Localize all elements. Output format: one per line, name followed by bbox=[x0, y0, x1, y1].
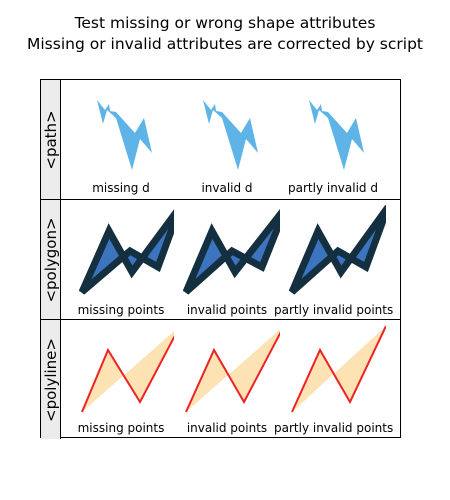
path-cell-label: missing d bbox=[92, 181, 150, 195]
path-cell-label: invalid d bbox=[201, 181, 253, 195]
polygon-row: <polygon> missing points invalid points … bbox=[41, 199, 400, 319]
title-line-2: Missing or invalid attributes are correc… bbox=[27, 35, 423, 53]
path-shape bbox=[203, 100, 258, 170]
polyline-shape bbox=[291, 325, 386, 413]
polyline-cell-missing-points: missing points bbox=[68, 320, 174, 439]
polyline-fill bbox=[186, 329, 280, 412]
polyline-cell-label: invalid points bbox=[186, 421, 268, 435]
polygon-cell-label: invalid points bbox=[186, 303, 268, 317]
polygon-shape bbox=[182, 208, 280, 295]
polygon-row-header-label: <polygon> bbox=[41, 216, 60, 303]
polygon-cell-label: partly invalid points bbox=[274, 303, 394, 317]
polygon-cell-partly-invalid-points: partly invalid points bbox=[274, 200, 393, 319]
polygon-cell-label: missing points bbox=[77, 303, 165, 317]
polyline-row-header-label: <polyline> bbox=[41, 337, 60, 422]
title-line-1: Test missing or wrong shape attributes bbox=[74, 14, 376, 32]
path-cell-partly-invalid-d: partly invalid d bbox=[280, 80, 386, 199]
path-cell-invalid-d: invalid d bbox=[174, 80, 280, 199]
polygon-cell-missing-points: missing points bbox=[68, 200, 174, 319]
polygon-shape bbox=[78, 209, 174, 295]
polyline-cell-label: missing points bbox=[77, 421, 165, 435]
polygon-cell-invalid-points: invalid points bbox=[174, 200, 280, 319]
polyline-cell-invalid-points: invalid points bbox=[174, 320, 280, 439]
polyline-fill bbox=[82, 331, 174, 412]
path-row: <path> missing d invalid d partly invali… bbox=[41, 80, 400, 199]
polyline-shape bbox=[185, 331, 280, 413]
path-row-header-label: <path> bbox=[41, 109, 60, 170]
path-row-header: <path> bbox=[41, 80, 61, 199]
path-shape bbox=[97, 100, 152, 170]
polygon-shape bbox=[288, 204, 386, 295]
path-cell-missing-d: missing d bbox=[68, 80, 174, 199]
path-shape bbox=[309, 100, 364, 170]
polygon-row-header: <polygon> bbox=[41, 200, 61, 319]
polyline-fill bbox=[292, 326, 386, 412]
shape-test-table: <path> missing d invalid d partly invali… bbox=[40, 79, 401, 439]
polyline-shape bbox=[81, 335, 174, 413]
path-cell-label: partly invalid d bbox=[288, 181, 378, 195]
polyline-cell-label: partly invalid points bbox=[274, 421, 394, 435]
polyline-row: <polyline> missing points invalid points… bbox=[41, 319, 400, 439]
polyline-cell-partly-invalid-points: partly invalid points bbox=[274, 320, 393, 439]
polyline-row-header: <polyline> bbox=[41, 320, 61, 439]
